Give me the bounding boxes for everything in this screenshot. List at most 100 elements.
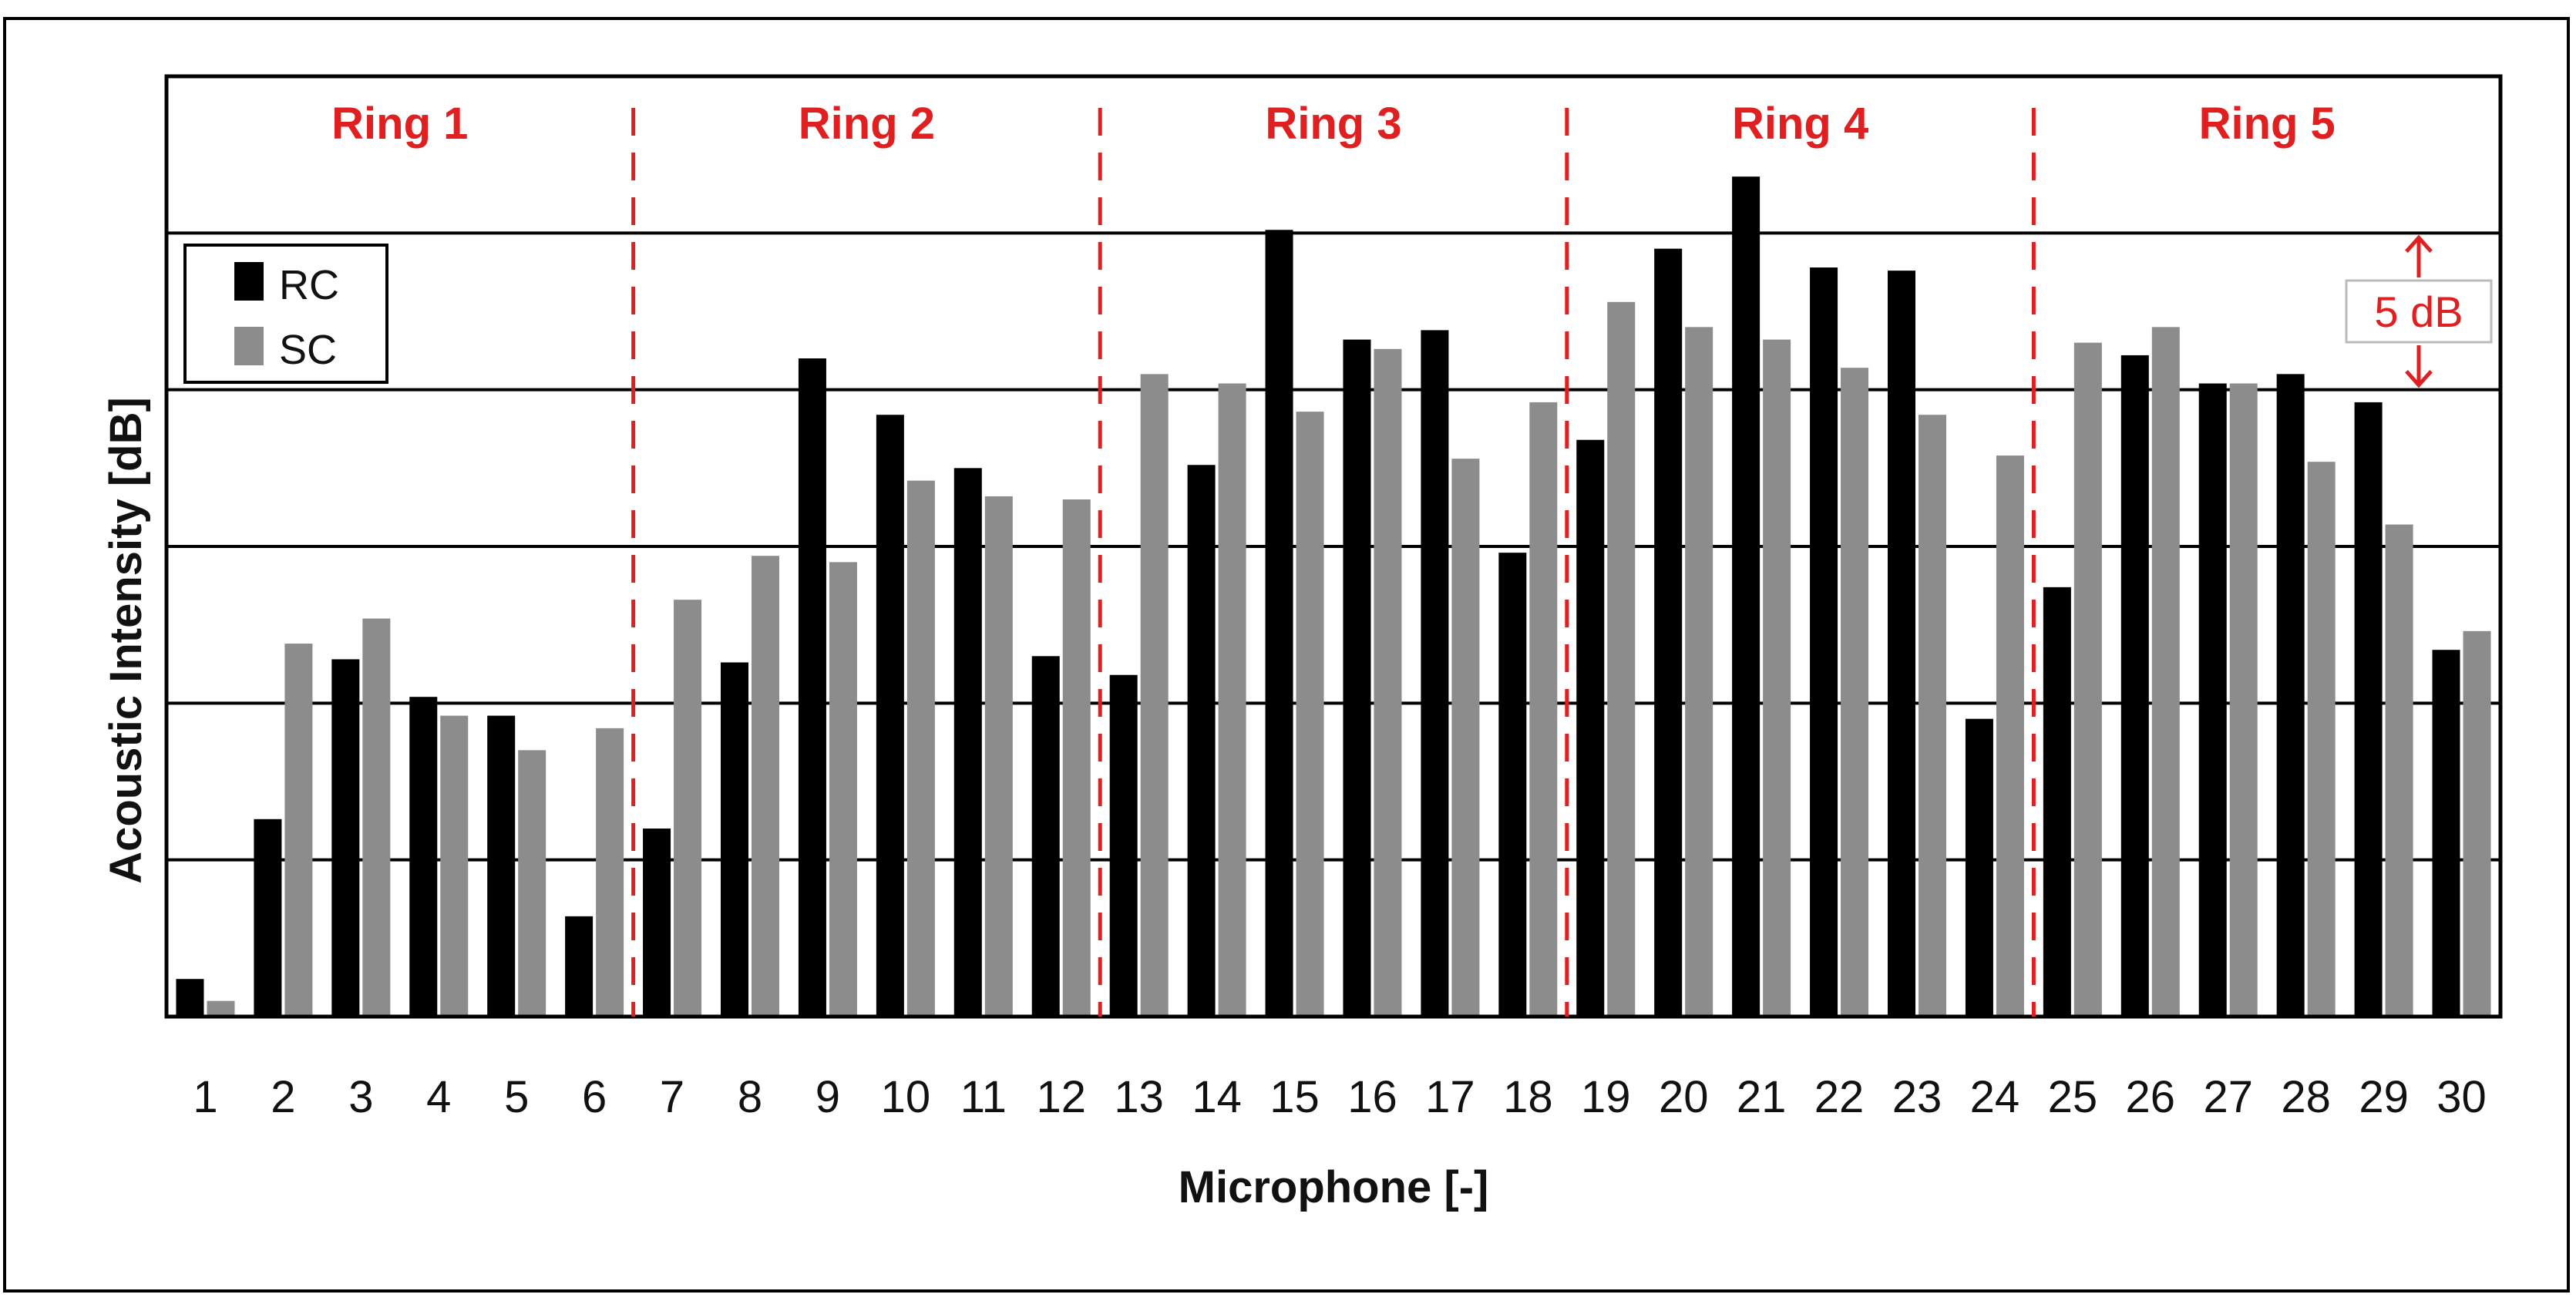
bar-rc-10: [876, 415, 904, 1017]
bar-rc-29: [2354, 402, 2383, 1017]
bar-rc-14: [1187, 465, 1216, 1017]
bar-sc-22: [1841, 368, 1869, 1017]
bar-rc-25: [2043, 587, 2071, 1017]
x-axis-title: Microphone [-]: [1179, 1162, 1489, 1212]
x-tick-label: 27: [2203, 1072, 2253, 1122]
gridlines: [166, 231, 2500, 862]
bar-sc-29: [2385, 524, 2413, 1017]
bar-sc-8: [752, 556, 779, 1017]
ring-label-3: Ring 3: [1265, 99, 1401, 149]
bar-sc-28: [2307, 462, 2336, 1017]
x-tick-label: 17: [1425, 1072, 1475, 1122]
bar-sc-10: [906, 480, 935, 1017]
bar-sc-30: [2463, 630, 2491, 1017]
bar-sc-4: [440, 715, 469, 1017]
x-tick-label: 15: [1270, 1072, 1320, 1122]
bar-rc-4: [409, 697, 438, 1017]
bar-rc-9: [798, 358, 826, 1017]
legend-label-sc: SC: [279, 327, 337, 373]
ring-label-2: Ring 2: [799, 99, 935, 149]
scale-label: 5 dB: [2374, 287, 2463, 336]
x-tick-label: 1: [193, 1072, 217, 1122]
bar-sc-2: [284, 644, 313, 1017]
x-tick-label: 28: [2281, 1072, 2331, 1122]
bar-sc-11: [984, 496, 1013, 1017]
bar-rc-30: [2432, 650, 2460, 1017]
bar-rc-17: [1421, 330, 1449, 1017]
bar-rc-28: [2276, 374, 2305, 1017]
bar-rc-6: [565, 916, 594, 1017]
bar-sc-14: [1218, 383, 1246, 1017]
x-tick-label: 9: [816, 1072, 840, 1122]
x-tick-label: 16: [1347, 1072, 1397, 1122]
bar-sc-3: [362, 618, 391, 1017]
x-tick-label: 21: [1737, 1072, 1787, 1122]
y-axis-title: Acoustic Intensity [dB]: [101, 397, 151, 884]
legend-swatch-sc: [234, 327, 264, 365]
bar-rc-20: [1654, 248, 1683, 1017]
bar-sc-20: [1685, 327, 1713, 1017]
x-tick-labels: 1 2 3 4 5 6 7 8 9 10 11 12 13 14 15 16 17 18 19 20 21 22 23 24 2…: [193, 1072, 2486, 1122]
bar-sc-1: [207, 1000, 235, 1017]
scale-arrowhead-down: [2405, 370, 2433, 388]
ring-separators: Ring 1 Ring 2 Ring 3 Ring 4 Ring 5: [331, 99, 2336, 1017]
x-tick-label: 30: [2436, 1072, 2487, 1122]
x-tick-label: 8: [738, 1072, 762, 1122]
bar-sc-25: [2073, 342, 2102, 1017]
bar-rc-18: [1498, 553, 1527, 1017]
ring-label-1: Ring 1: [331, 99, 468, 149]
bar-rc-12: [1031, 656, 1060, 1017]
scale-annotation: 5 dB: [2345, 234, 2493, 388]
bar-rc-1: [176, 979, 204, 1017]
x-tick-label: 20: [1659, 1072, 1709, 1122]
bar-rc-3: [331, 659, 360, 1017]
legend: RC SC: [183, 244, 388, 384]
bar-rc-19: [1576, 439, 1605, 1017]
legend-label-rc: RC: [279, 262, 339, 308]
x-tick-label: 2: [271, 1072, 295, 1122]
bar-rc-24: [1965, 718, 1993, 1017]
x-tick-label: 29: [2359, 1072, 2409, 1122]
ring-label-4: Ring 4: [1732, 99, 1868, 149]
bar-sc-13: [1140, 374, 1169, 1017]
x-tick-label: 13: [1114, 1072, 1164, 1122]
bar-rc-8: [721, 662, 748, 1017]
bar-sc-26: [2151, 327, 2180, 1017]
x-tick-label: 19: [1581, 1072, 1631, 1122]
bar-sc-7: [674, 600, 702, 1017]
bar-rc-13: [1109, 674, 1138, 1017]
bar-sc-12: [1062, 499, 1091, 1017]
bar-sc-19: [1607, 301, 1636, 1017]
bar-rc-16: [1343, 339, 1371, 1017]
x-tick-label: 25: [2048, 1072, 2098, 1122]
x-tick-label: 6: [582, 1072, 607, 1122]
legend-swatch-rc: [234, 262, 264, 301]
bar-rc-23: [1888, 271, 1915, 1017]
bar-sc-16: [1374, 348, 1402, 1017]
bar-sc-24: [1996, 455, 2024, 1017]
bar-sc-9: [829, 562, 857, 1017]
legend-box: [183, 244, 388, 384]
bar-sc-21: [1763, 339, 1791, 1017]
scale-label-box: [2345, 279, 2493, 344]
x-tick-label: 24: [1970, 1072, 2020, 1122]
bar-rc-2: [254, 819, 282, 1017]
bar-rc-5: [487, 715, 516, 1017]
bar-rc-27: [2198, 383, 2227, 1017]
bar-rc-21: [1732, 176, 1760, 1017]
x-tick-label: 18: [1503, 1072, 1553, 1122]
scale-arrowhead-up: [2405, 234, 2433, 253]
x-tick-label: 12: [1036, 1072, 1086, 1122]
bars: [176, 176, 2491, 1017]
x-tick-label: 10: [881, 1072, 931, 1122]
x-tick-label: 26: [2126, 1072, 2176, 1122]
x-tick-label: 22: [1814, 1072, 1865, 1122]
x-tick-label: 4: [426, 1072, 451, 1122]
x-tick-label: 11: [960, 1072, 1007, 1122]
bar-sc-15: [1296, 412, 1324, 1017]
bar-sc-6: [596, 728, 624, 1017]
bar-sc-18: [1529, 402, 1558, 1017]
bar-rc-7: [643, 829, 671, 1017]
